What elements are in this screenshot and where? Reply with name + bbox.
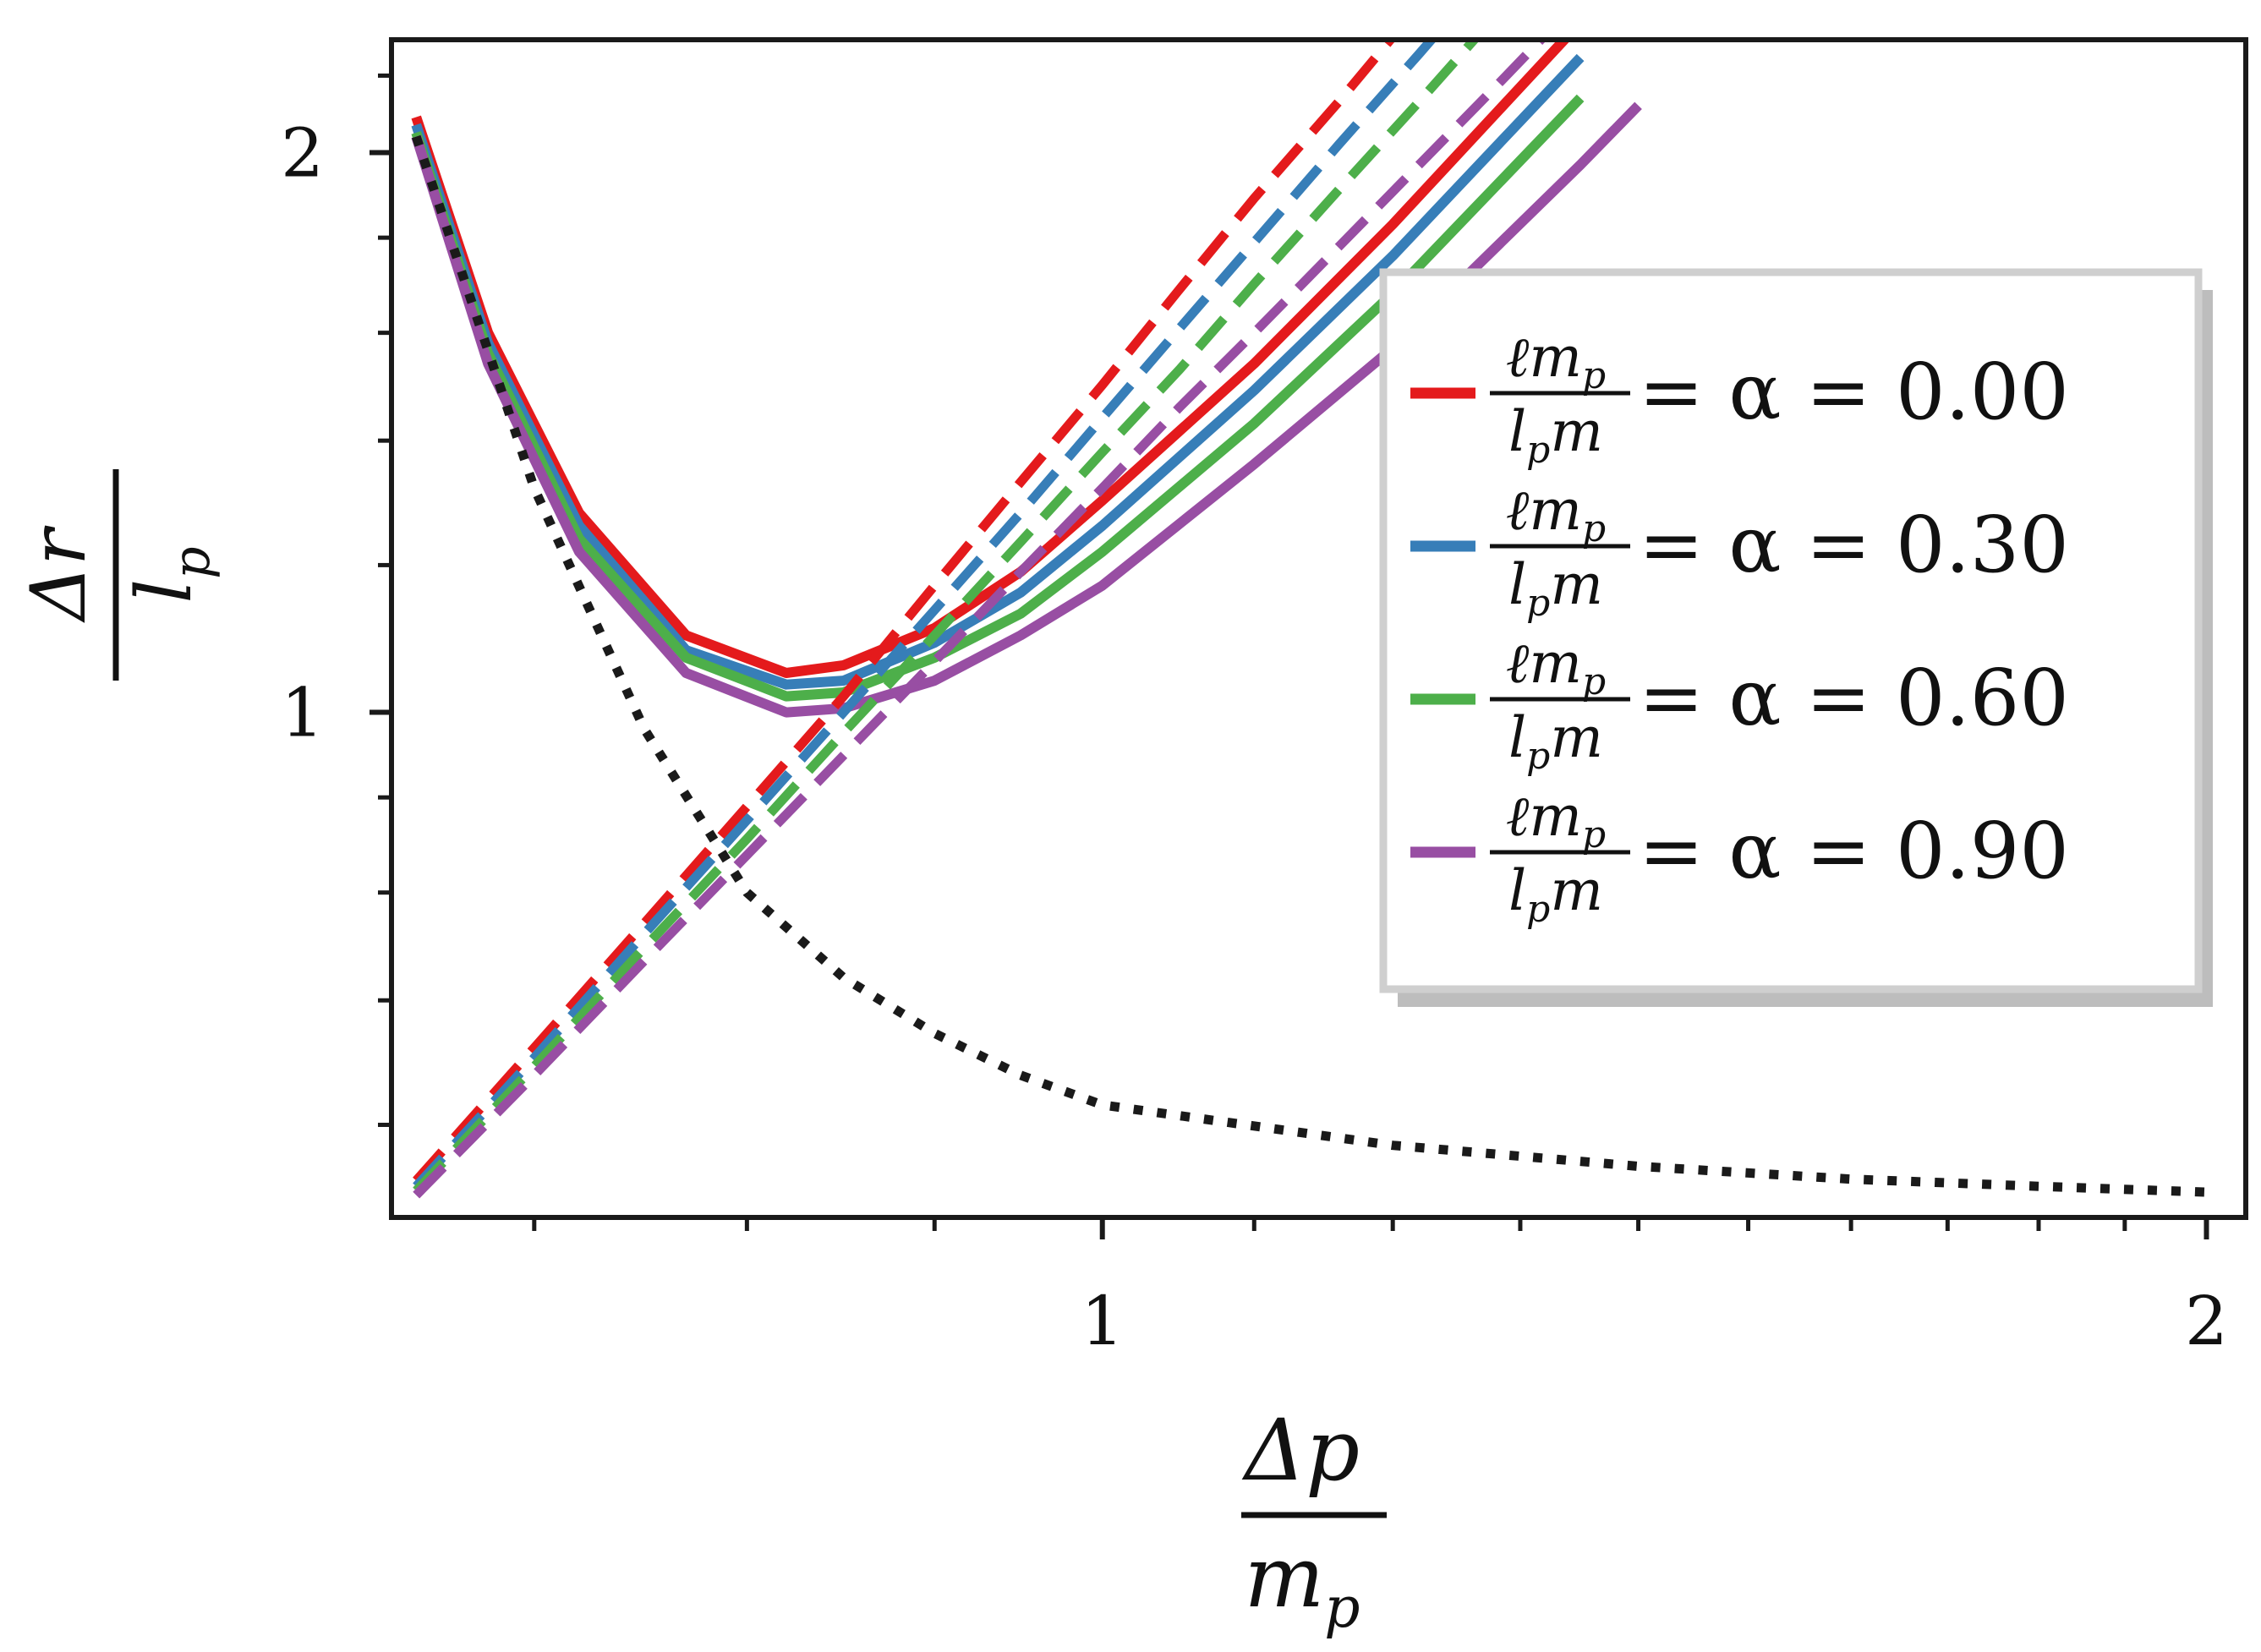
legend-equation-text-2: = α = [1639,653,1896,743]
x-tick-label-1: 2 [2185,1282,2228,1360]
series-line-dashed-5 [413,40,1438,1190]
y-label-numerator: Δr [14,525,103,623]
legend-den-sub-0: p [1526,429,1550,472]
legend-num-main-1: ℓm [1506,478,1582,543]
legend-den-main-2: l [1508,705,1526,770]
y-label-den-sub: p [162,546,222,578]
series-line-dashed-6 [413,40,1481,1195]
x-label-den-main: m [1244,1528,1324,1627]
legend-frac-denominator-0: lpm [1508,399,1603,472]
legend-den-rest-0: m [1550,399,1603,464]
y-tick-label-1: 2 [281,113,324,192]
legend-den-sub-3: p [1526,888,1550,931]
legend-equation-1: = α = 0.30 [1639,500,2069,590]
legend-value-1: 0.30 [1896,500,2069,590]
legend-frac-numerator-0: ℓmp [1506,325,1606,397]
x-label-denominator: mp [1244,1528,1360,1640]
legend-value-0: 0.00 [1896,347,2069,437]
y-tick-label-0: 1 [281,674,324,752]
x-axis-label: Δp mp [1241,1401,1387,1640]
y-label-denominator: lp [120,546,222,603]
x-tick-label-0: 1 [1081,1282,1124,1360]
ticklabels-layer: 1 2 1 2 [281,113,2228,1360]
legend-den-rest-2: m [1550,705,1603,770]
legend-equation-text-1: = α = [1639,500,1896,590]
legend-frac-denominator-2: lpm [1508,705,1603,778]
y-axis-label: Δr lp [14,469,222,681]
x-label-numerator: Δp [1241,1401,1360,1500]
legend-den-rest-3: m [1550,858,1603,923]
legend-frac-numerator-1: ℓmp [1506,478,1606,550]
legend-frac-denominator-3: lpm [1508,858,1603,931]
legend-value-2: 0.60 [1896,653,2069,743]
legend-num-sub-0: p [1582,354,1606,397]
y-label-den-main: l [120,579,209,604]
legend-den-rest-1: m [1550,552,1603,617]
legend-num-sub-1: p [1582,507,1606,550]
legend-equation-text-0: = α = [1639,347,1896,437]
legend-num-main-2: ℓm [1506,631,1582,696]
legend-frac-numerator-2: ℓmp [1506,631,1606,703]
series-line-dashed-4 [413,40,1397,1184]
legend-equation-text-3: = α = [1639,806,1896,896]
series-line-dashed-7 [413,40,1547,1199]
legend-frac-denominator-1: lpm [1508,552,1603,625]
legend-den-sub-2: p [1526,735,1550,778]
series-line-solid-2 [411,94,1585,702]
legend-equation-3: = α = 0.90 [1639,806,2069,896]
legend-num-sub-3: p [1582,813,1606,856]
plot-frame [389,37,2248,1220]
legend-den-main-1: l [1508,552,1526,617]
legend-frac-numerator-3: ℓmp [1506,784,1606,856]
legend-equation-2: = α = 0.60 [1639,653,2069,743]
legend-den-sub-1: p [1526,582,1550,625]
legend-num-sub-2: p [1582,660,1606,703]
x-label-den-sub: p [1324,1575,1360,1640]
series-layer [411,40,2207,1199]
legend-num-main-0: ℓm [1506,325,1582,390]
ticks-layer [370,73,2209,1239]
legend-num-main-3: ℓm [1506,784,1582,849]
legend-value-3: 0.90 [1896,806,2069,896]
legend-den-main-3: l [1508,858,1526,923]
legend-den-main-0: l [1508,399,1526,464]
legend-equation-0: = α = 0.00 [1639,347,2069,437]
